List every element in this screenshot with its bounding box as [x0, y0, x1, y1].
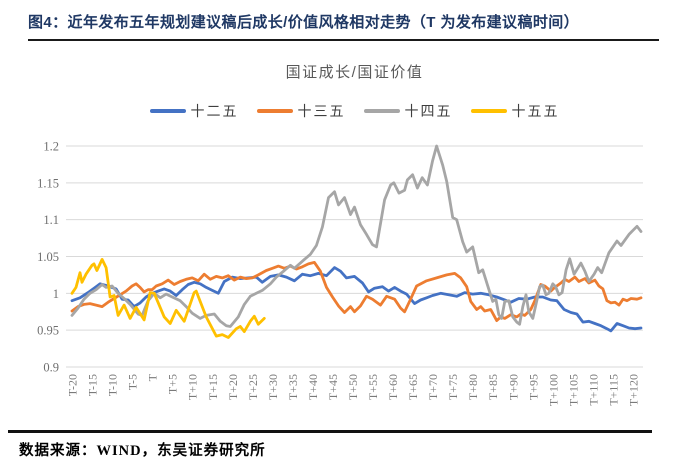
- legend-item-15th-plan: 十五五: [470, 101, 560, 121]
- legend-label: 十四五: [404, 103, 453, 119]
- x-tick-label: T+80: [466, 374, 480, 400]
- x-tick-label: T+5: [166, 374, 180, 394]
- x-tick-label: T+55: [366, 374, 380, 400]
- x-tick-label: T+110: [586, 374, 600, 406]
- x-tick-label: T: [146, 373, 160, 381]
- y-tick-label: 1.1: [43, 213, 59, 227]
- x-tick-label: T+75: [446, 374, 460, 400]
- y-tick-label: 1.15: [37, 176, 59, 190]
- y-tick-label: 1: [53, 287, 59, 301]
- legend-label: 十二五: [190, 103, 239, 119]
- x-tick-label: T-20: [66, 374, 80, 396]
- chart-legend: 十二五 十三五 十四五 十五五: [46, 101, 663, 121]
- y-tick-label: 1.2: [43, 140, 59, 154]
- chart-title: 国证成长/国证价值: [285, 64, 424, 81]
- x-tick-label: T+65: [406, 374, 420, 400]
- x-tick-label: T+120: [626, 374, 640, 406]
- footer-divider: [8, 430, 652, 433]
- x-tick-label: T+60: [386, 374, 400, 400]
- legend-label: 十五五: [511, 103, 560, 119]
- figure-caption: 图4：近年发布五年规划建议稿后成长/价值风格相对走势（T 为发布建议稿时间）: [28, 14, 580, 31]
- x-tick-label: T+70: [426, 374, 440, 400]
- x-tick-label: T+100: [546, 374, 560, 406]
- x-tick-label: T+115: [606, 374, 620, 406]
- x-tick-label: T+105: [566, 374, 580, 406]
- x-tick-label: T+10: [186, 374, 200, 400]
- x-tick-label: T+50: [346, 374, 360, 400]
- x-tick-label: T+35: [286, 374, 300, 400]
- line-swatch-icon: [256, 108, 293, 114]
- legend-item-14th-plan: 十四五: [363, 101, 453, 121]
- line-swatch-icon: [470, 108, 507, 114]
- legend-item-13th-plan: 十三五: [256, 101, 346, 121]
- series-line-十五五: [70, 258, 266, 339]
- y-tick-label: 0.95: [37, 324, 59, 338]
- x-tick-label: T+85: [486, 374, 500, 400]
- series-line-十四五: [70, 144, 643, 328]
- y-tick-label: 0.9: [43, 361, 59, 375]
- x-tick-label: T+45: [326, 374, 340, 400]
- caption-divider: [28, 39, 659, 41]
- x-tick-label: T+15: [206, 374, 220, 400]
- x-tick-label: T-15: [86, 374, 100, 396]
- x-tick-label: T+90: [506, 374, 520, 400]
- x-tick-label: T+30: [266, 374, 280, 400]
- x-tick-label: T+40: [306, 374, 320, 400]
- x-tick-label: T-5: [126, 374, 140, 390]
- x-tick-label: T+25: [246, 374, 260, 400]
- x-tick-label: T-10: [106, 374, 120, 396]
- x-tick-label: T+95: [526, 374, 540, 400]
- y-tick-label: 1.05: [37, 250, 59, 264]
- legend-label: 十三五: [297, 103, 346, 119]
- data-source-note: 数据来源：WIND，东吴证券研究所: [19, 443, 266, 459]
- line-swatch-icon: [363, 108, 400, 114]
- line-swatch-icon: [149, 108, 186, 114]
- series-line-十二五: [70, 266, 643, 333]
- x-tick-label: T+20: [226, 374, 240, 400]
- legend-item-12th-plan: 十二五: [149, 101, 239, 121]
